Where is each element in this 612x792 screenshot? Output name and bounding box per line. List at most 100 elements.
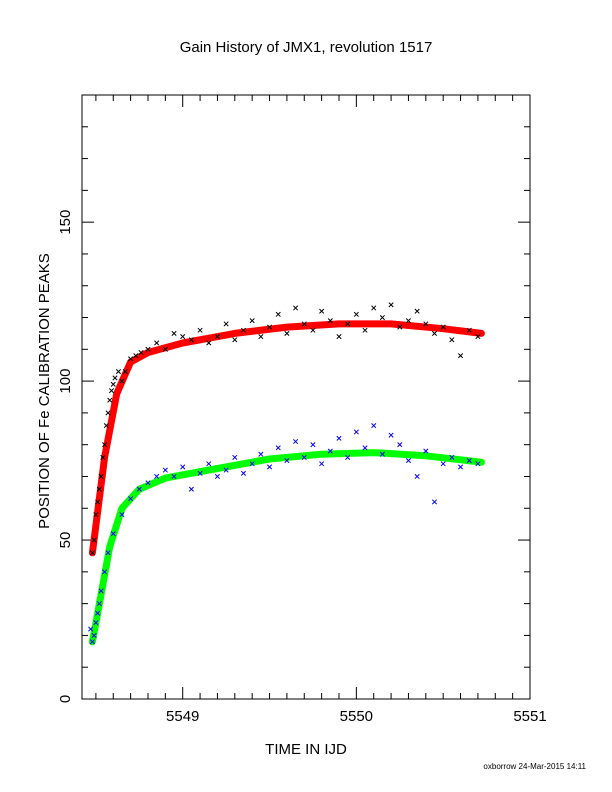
data-point bbox=[162, 467, 168, 473]
data-point bbox=[100, 454, 106, 460]
data-point bbox=[154, 340, 160, 346]
data-point bbox=[171, 473, 177, 480]
data-point bbox=[475, 461, 481, 467]
fit-curve-1 bbox=[88, 449, 485, 646]
data-point bbox=[98, 588, 104, 594]
data-point bbox=[379, 314, 385, 321]
data-point bbox=[138, 349, 144, 356]
y-tick-label: 100 bbox=[57, 369, 74, 394]
x-tick-label: 5551 bbox=[513, 708, 546, 725]
data-point bbox=[206, 461, 212, 467]
data-point bbox=[197, 327, 203, 333]
data-point bbox=[128, 356, 134, 362]
data-point bbox=[266, 324, 273, 330]
data-point bbox=[388, 302, 394, 308]
data-point bbox=[440, 324, 446, 330]
data-point bbox=[327, 318, 333, 324]
data-point bbox=[223, 321, 229, 327]
data-point bbox=[475, 334, 481, 340]
data-point bbox=[345, 321, 351, 327]
footer-stamp: oxborrow 24-Mar-2015 14:11 bbox=[483, 762, 586, 771]
data-point bbox=[405, 458, 412, 464]
data-point bbox=[232, 454, 238, 460]
data-point bbox=[89, 639, 95, 645]
data-point bbox=[103, 423, 109, 429]
data-point bbox=[108, 388, 115, 394]
data-point bbox=[180, 464, 186, 470]
data-point bbox=[115, 369, 122, 375]
data-point bbox=[258, 334, 264, 340]
data-point bbox=[88, 626, 94, 632]
data-point bbox=[206, 340, 212, 346]
data-point bbox=[301, 321, 307, 327]
data-point bbox=[310, 442, 316, 448]
data-point bbox=[397, 324, 403, 330]
data-point bbox=[388, 432, 394, 438]
plot-border bbox=[81, 94, 531, 700]
data-point bbox=[310, 327, 316, 333]
data-point bbox=[431, 499, 438, 505]
x-tick-label: 5550 bbox=[340, 708, 373, 725]
data-point bbox=[105, 410, 111, 416]
data-point bbox=[91, 632, 97, 638]
data-point bbox=[96, 601, 102, 607]
data-point bbox=[110, 381, 116, 387]
data-point bbox=[93, 620, 99, 626]
data-point bbox=[336, 334, 342, 340]
data-point bbox=[136, 486, 142, 492]
data-point bbox=[397, 442, 403, 448]
data-point bbox=[353, 311, 359, 317]
data-point bbox=[466, 327, 472, 333]
data-point bbox=[353, 429, 359, 435]
data-point bbox=[95, 499, 101, 505]
data-point bbox=[249, 318, 255, 324]
data-point bbox=[284, 330, 290, 336]
data-point bbox=[414, 473, 420, 480]
data-point bbox=[188, 337, 194, 343]
fit-curve-0 bbox=[88, 320, 485, 557]
data-point bbox=[449, 337, 455, 343]
y-tick-label: 150 bbox=[57, 210, 74, 235]
data-point bbox=[119, 378, 125, 384]
y-tick-label: 0 bbox=[57, 695, 74, 703]
data-point bbox=[371, 305, 377, 311]
data-point bbox=[319, 308, 325, 314]
fit-curves bbox=[88, 320, 485, 646]
data-point bbox=[301, 454, 307, 460]
data-point bbox=[449, 454, 455, 460]
data-point bbox=[293, 438, 299, 445]
data-point bbox=[107, 397, 113, 403]
data-point bbox=[319, 461, 325, 467]
data-point bbox=[440, 461, 446, 467]
data-point bbox=[362, 445, 368, 451]
y-axis-label: POSITION OF Fe CALIBRATION PEAKS bbox=[36, 253, 53, 529]
data-point bbox=[258, 451, 264, 457]
data-point bbox=[188, 486, 194, 492]
data-point bbox=[457, 464, 464, 470]
data-point bbox=[457, 353, 464, 359]
data-point bbox=[122, 369, 128, 375]
data-point bbox=[362, 327, 368, 333]
y-tick-label: 50 bbox=[57, 532, 74, 549]
data-point bbox=[112, 375, 118, 381]
data-point bbox=[110, 531, 116, 537]
x-tick-label: 5549 bbox=[166, 708, 199, 725]
data-points bbox=[88, 302, 481, 645]
data-point bbox=[275, 311, 281, 317]
data-point bbox=[431, 330, 438, 336]
data-point bbox=[214, 473, 220, 480]
data-point bbox=[93, 512, 99, 518]
data-point bbox=[105, 550, 111, 556]
data-point bbox=[89, 550, 95, 556]
data-point bbox=[423, 321, 429, 327]
plot-frame bbox=[81, 94, 531, 700]
data-point bbox=[154, 473, 160, 480]
data-point bbox=[180, 334, 186, 340]
data-point bbox=[336, 435, 342, 441]
data-point bbox=[171, 330, 177, 336]
data-point bbox=[145, 480, 151, 486]
data-point bbox=[414, 308, 420, 314]
data-point bbox=[327, 448, 333, 454]
data-point bbox=[145, 346, 151, 352]
